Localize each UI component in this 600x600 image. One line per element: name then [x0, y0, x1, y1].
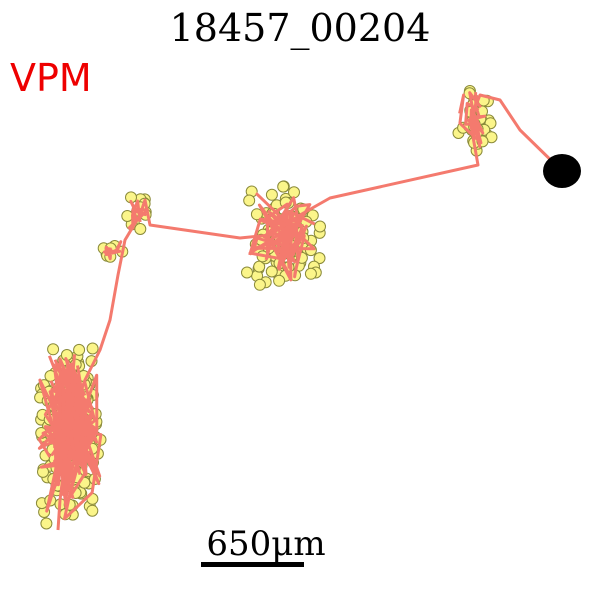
tracing-node	[288, 186, 300, 199]
tracing-branch	[266, 220, 302, 264]
soma-marker	[543, 154, 581, 188]
tracing-node	[273, 274, 286, 287]
tracing-node	[134, 223, 147, 235]
tracing-node	[253, 278, 266, 291]
tracing-node	[277, 180, 290, 193]
tracing-node	[86, 342, 99, 355]
tracing-node	[265, 265, 278, 278]
region-label: VPM	[10, 56, 92, 100]
tracing-branch	[458, 93, 485, 145]
figure-title: 18457_00204	[169, 6, 431, 50]
tracing-branch	[55, 367, 82, 487]
tracing-branch	[41, 386, 84, 457]
tracing-node	[265, 188, 278, 201]
tracing-branch	[248, 202, 303, 261]
tracing-node	[314, 220, 326, 233]
tracing-node	[86, 504, 99, 517]
tracing-node	[304, 267, 317, 280]
tracing-branch	[53, 359, 99, 487]
tracing-trunk	[56, 93, 564, 531]
scale-bar-label: 650μm	[206, 524, 326, 564]
tracing-branch	[43, 425, 103, 521]
tracing-node	[243, 194, 256, 207]
tracing-branch	[104, 240, 123, 256]
tracing-node	[73, 343, 86, 356]
tracing-node	[250, 208, 263, 221]
tracing-node	[313, 252, 326, 265]
tracing-branches	[37, 91, 564, 531]
tracing-nodes	[34, 85, 498, 530]
tracing-node	[47, 343, 60, 356]
tracing-branch	[47, 362, 79, 461]
tracing-node	[40, 517, 53, 530]
tracing-branch	[102, 245, 122, 261]
tracing-node	[241, 266, 253, 279]
tracing-branch	[55, 411, 82, 475]
scale-bar	[201, 562, 304, 567]
